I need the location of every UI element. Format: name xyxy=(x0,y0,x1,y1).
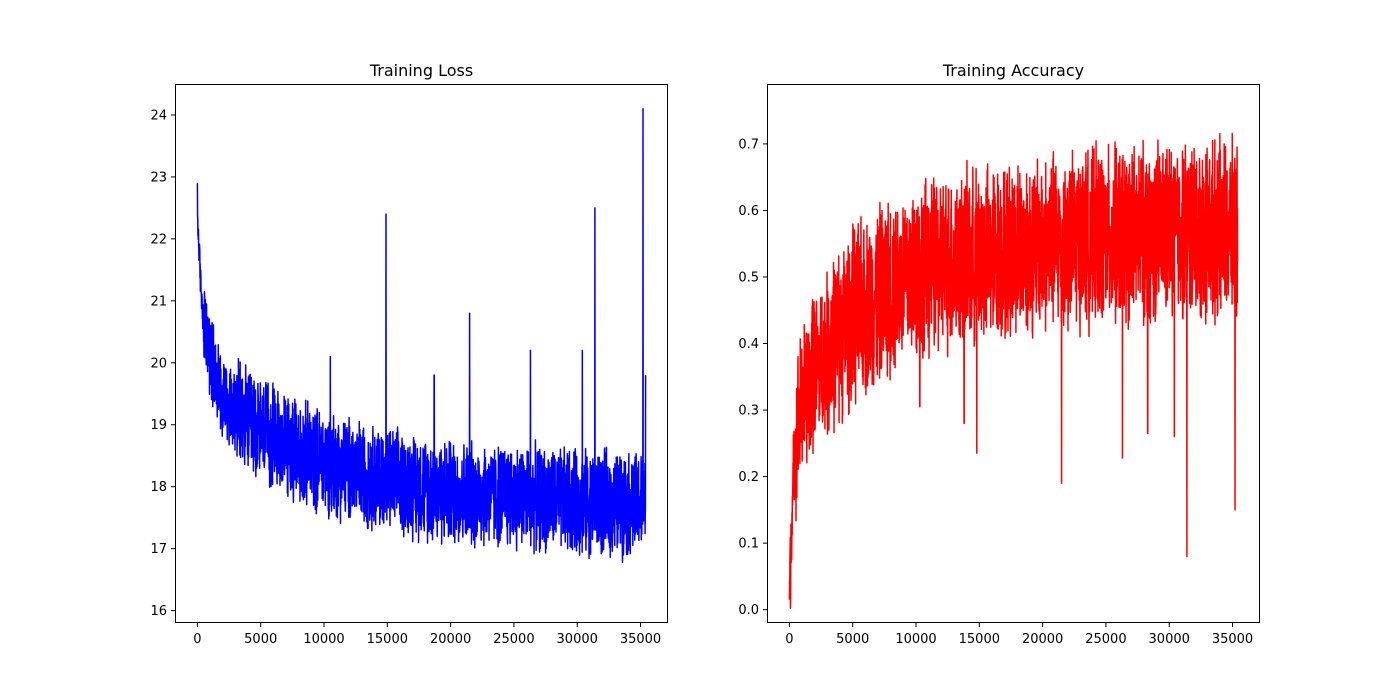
y-tick-label: 0.0 xyxy=(738,603,759,618)
x-tick-label: 15000 xyxy=(959,632,1000,647)
x-tick-label: 30000 xyxy=(557,632,598,647)
training-loss-frame xyxy=(175,84,668,623)
training-loss-x-axis: 0 5000 10000 15000 20000 25000 30000 35000 xyxy=(193,623,661,647)
x-tick-label: 5000 xyxy=(836,632,869,647)
x-tick-label: 10000 xyxy=(303,632,344,647)
y-tick-label: 0.7 xyxy=(738,137,759,152)
x-tick-label: 35000 xyxy=(1212,632,1253,647)
x-tick-label: 0 xyxy=(193,632,201,647)
y-tick-label: 0.5 xyxy=(738,270,759,285)
y-tick-label: 23 xyxy=(150,170,167,185)
x-tick-label: 10000 xyxy=(895,632,936,647)
y-tick-label: 0.2 xyxy=(738,470,759,485)
training-accuracy-line-layer xyxy=(788,132,1239,609)
y-tick-label: 22 xyxy=(150,232,167,247)
x-tick-label: 0 xyxy=(785,632,793,647)
x-tick-label: 5000 xyxy=(244,632,277,647)
training-loss-line-layer xyxy=(196,108,647,563)
y-tick-label: 17 xyxy=(150,542,167,557)
y-tick-label: 0.3 xyxy=(738,404,759,419)
y-tick-label: 0.4 xyxy=(738,337,759,352)
training-accuracy-frame xyxy=(767,84,1260,623)
training-accuracy-axes: Training Accuracy 0 5000 10000 15000 20000 25… xyxy=(738,61,1260,647)
x-tick-label: 25000 xyxy=(1085,632,1126,647)
y-tick-label: 24 xyxy=(150,108,167,123)
y-tick-label: 0.1 xyxy=(738,537,759,552)
y-tick-label: 19 xyxy=(150,418,167,433)
y-tick-label: 16 xyxy=(150,604,167,619)
x-tick-label: 35000 xyxy=(620,632,661,647)
x-tick-label: 20000 xyxy=(430,632,471,647)
training-loss-y-axis: 16 17 18 19 20 21 22 23 24 xyxy=(150,108,175,619)
x-tick-label: 20000 xyxy=(1022,632,1063,647)
training-loss-title: Training Loss xyxy=(369,61,473,80)
y-tick-label: 21 xyxy=(150,294,167,309)
y-tick-label: 18 xyxy=(150,480,167,495)
x-tick-label: 25000 xyxy=(493,632,534,647)
training-accuracy-y-axis: 0.0 0.1 0.2 0.3 0.4 0.5 0.6 0.7 xyxy=(738,137,767,618)
x-tick-label: 30000 xyxy=(1149,632,1190,647)
y-tick-label: 20 xyxy=(150,356,167,371)
training-loss-axes: Training Loss 0 5000 10000 15000 20000 25000 3… xyxy=(150,61,668,647)
training-accuracy-series-line xyxy=(788,132,1239,609)
x-tick-label: 15000 xyxy=(367,632,408,647)
training-accuracy-title: Training Accuracy xyxy=(942,61,1084,80)
training-loss-series-line xyxy=(196,108,647,563)
y-tick-label: 0.6 xyxy=(738,204,759,219)
training-accuracy-x-axis: 0 5000 10000 15000 20000 25000 30000 35000 xyxy=(785,623,1253,647)
